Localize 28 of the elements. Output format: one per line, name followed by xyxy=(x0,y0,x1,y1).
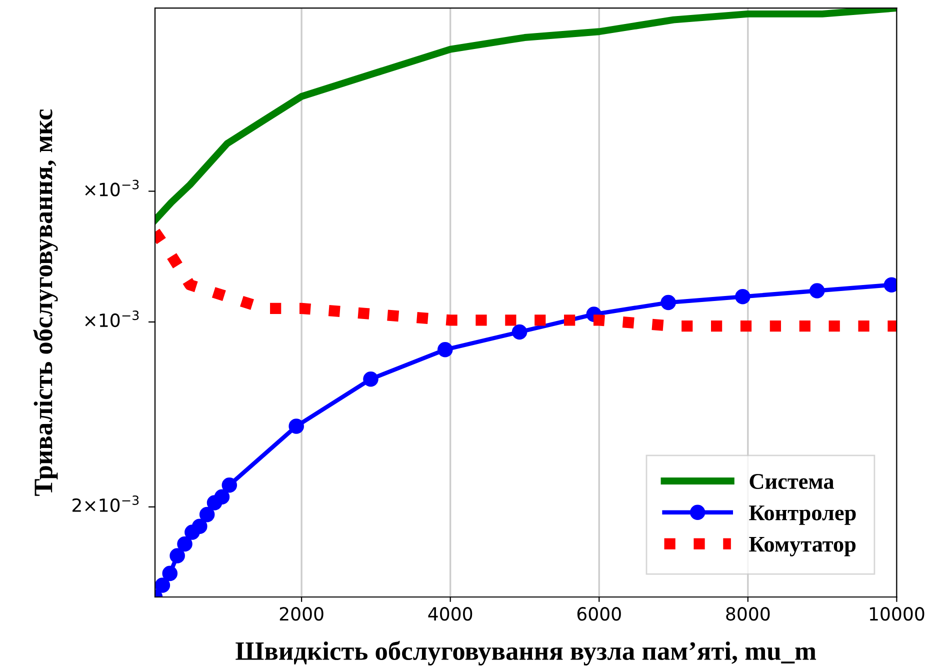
x-tick-label: 4000 xyxy=(428,607,472,621)
point xyxy=(199,506,215,522)
text: ×10$^{−3}$ xyxy=(85,310,139,328)
point xyxy=(288,418,304,434)
point xyxy=(363,371,378,387)
point xyxy=(809,283,825,298)
text: ×10$^{−3}$ xyxy=(85,180,139,196)
legend-label: Комутатор xyxy=(749,536,856,556)
point xyxy=(214,489,230,505)
point xyxy=(177,536,192,552)
point xyxy=(162,566,178,582)
point xyxy=(192,518,208,534)
x-axis-title: Швидкість обслуговування вузла пам’яті, mu_m xyxy=(236,640,816,666)
point xyxy=(660,294,676,310)
point xyxy=(512,324,528,340)
point xyxy=(155,578,170,593)
x-tick-label: 2000 xyxy=(280,607,324,621)
legend-label: Система xyxy=(750,474,834,489)
x-tick-label: 6000 xyxy=(577,607,621,621)
legend-label: Контролер xyxy=(749,506,856,525)
point xyxy=(170,548,185,564)
point xyxy=(735,289,750,304)
text: 2×10$^{−3}$ xyxy=(72,495,139,512)
x-tick-label: 10000 xyxy=(870,607,924,621)
point xyxy=(222,477,238,493)
y-axis-title: Тривалість обслуговування, мкс xyxy=(33,109,58,496)
point xyxy=(437,342,453,358)
x-tick-label: 8000 xyxy=(726,607,770,621)
